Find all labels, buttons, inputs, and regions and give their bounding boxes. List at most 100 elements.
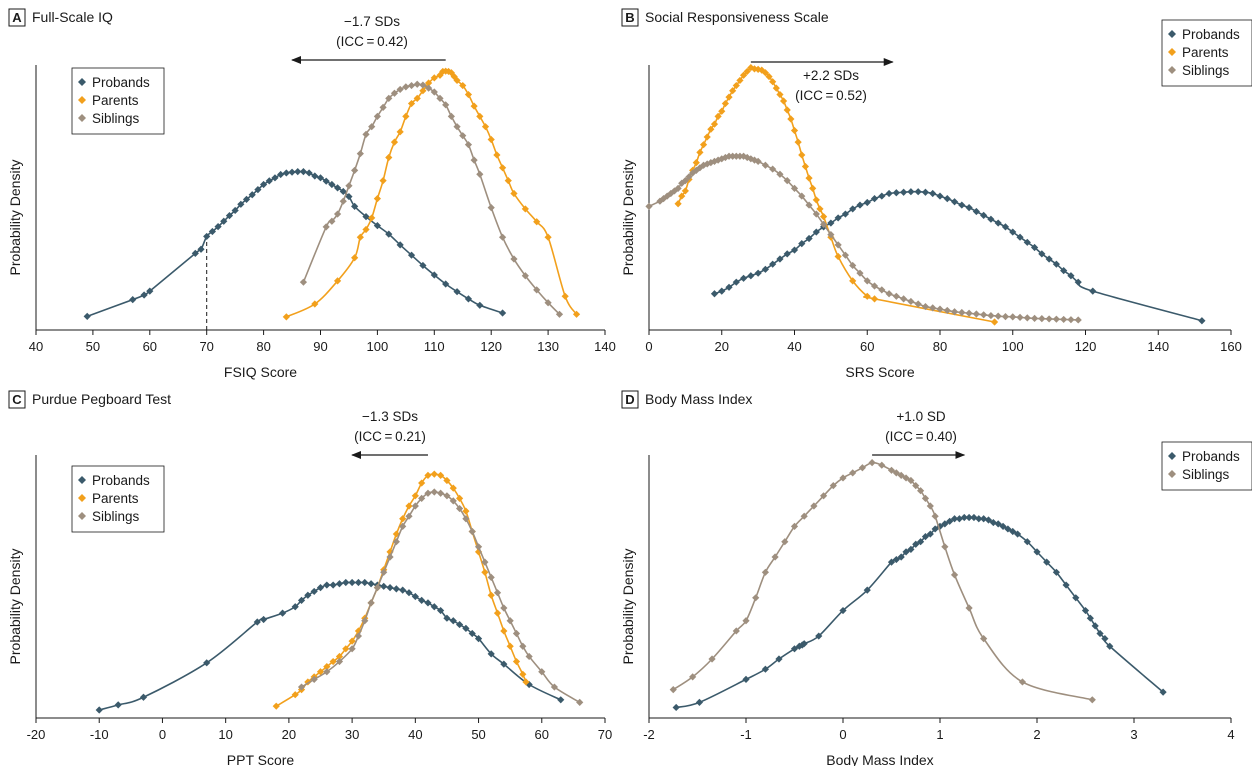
data-point bbox=[839, 474, 847, 482]
data-point bbox=[907, 476, 915, 485]
data-point bbox=[474, 635, 483, 643]
data-point bbox=[354, 578, 363, 587]
x-tick-label: 30 bbox=[345, 727, 359, 742]
legend-marker bbox=[1168, 66, 1176, 74]
data-point bbox=[260, 180, 268, 189]
data-point bbox=[311, 172, 319, 180]
x-tick-label: 60 bbox=[535, 727, 549, 742]
x-tick-label: 40 bbox=[408, 727, 422, 742]
data-point bbox=[407, 251, 416, 259]
data-point bbox=[418, 479, 426, 487]
x-tick-label: 130 bbox=[537, 339, 559, 354]
x-tick-label: 100 bbox=[367, 339, 389, 354]
data-point bbox=[868, 459, 876, 467]
series-probands bbox=[83, 168, 507, 320]
data-point bbox=[678, 179, 686, 187]
data-point bbox=[656, 197, 664, 205]
data-point bbox=[453, 123, 461, 131]
data-point bbox=[449, 484, 457, 492]
data-point bbox=[820, 492, 828, 500]
data-point bbox=[1045, 255, 1053, 263]
data-point bbox=[396, 241, 404, 249]
data-point bbox=[761, 568, 769, 576]
data-point bbox=[710, 157, 719, 165]
data-point bbox=[498, 233, 507, 241]
data-point bbox=[220, 217, 228, 225]
data-point bbox=[146, 287, 154, 295]
data-point bbox=[1088, 696, 1096, 704]
data-point bbox=[323, 581, 331, 589]
panel-letter: A bbox=[12, 10, 22, 25]
data-point bbox=[430, 74, 438, 82]
data-point bbox=[820, 213, 828, 221]
data-point bbox=[902, 548, 910, 556]
data-point bbox=[450, 72, 458, 81]
data-point bbox=[972, 207, 980, 216]
data-point bbox=[411, 502, 419, 510]
data-point bbox=[1067, 316, 1075, 324]
data-point bbox=[500, 660, 508, 668]
data-point bbox=[291, 603, 299, 611]
data-point bbox=[783, 106, 791, 114]
data-point bbox=[1030, 314, 1039, 323]
data-point bbox=[361, 578, 369, 587]
data-point bbox=[437, 606, 445, 615]
legend-box bbox=[71, 465, 165, 533]
data-point bbox=[761, 265, 769, 273]
data-point bbox=[500, 627, 508, 635]
data-point bbox=[462, 624, 470, 632]
data-point bbox=[444, 67, 453, 76]
data-point bbox=[443, 492, 451, 500]
data-point bbox=[669, 686, 677, 694]
data-point bbox=[849, 469, 857, 477]
data-point bbox=[351, 166, 359, 174]
data-point bbox=[512, 629, 521, 638]
data-point bbox=[703, 133, 711, 141]
data-point bbox=[892, 469, 900, 477]
data-point bbox=[356, 233, 364, 241]
data-point bbox=[351, 254, 359, 262]
data-point bbox=[512, 657, 521, 666]
data-point bbox=[498, 309, 507, 317]
x-tick-label: 110 bbox=[424, 339, 445, 354]
data-point bbox=[1023, 538, 1031, 546]
data-point bbox=[519, 642, 527, 650]
data-point bbox=[878, 286, 886, 294]
data-point bbox=[1023, 238, 1031, 246]
data-point bbox=[834, 252, 842, 261]
data-point bbox=[929, 304, 937, 312]
data-point bbox=[754, 269, 762, 277]
data-point bbox=[718, 107, 726, 115]
data-point bbox=[885, 290, 893, 298]
panel-letter-box bbox=[8, 390, 26, 409]
data-point bbox=[1045, 315, 1053, 323]
legend-label: Probands bbox=[92, 473, 150, 488]
data-point bbox=[418, 494, 426, 502]
data-point bbox=[506, 617, 514, 625]
legend: Probands Siblings bbox=[1161, 441, 1252, 491]
data-point bbox=[443, 614, 451, 622]
data-point bbox=[362, 213, 370, 221]
data-point bbox=[790, 522, 799, 530]
data-point bbox=[921, 533, 930, 541]
data-point bbox=[405, 589, 413, 597]
data-point bbox=[342, 578, 350, 587]
data-point bbox=[742, 617, 750, 625]
data-point bbox=[453, 288, 461, 296]
data-point bbox=[931, 512, 939, 520]
data-point bbox=[459, 81, 467, 90]
data-point bbox=[980, 635, 988, 643]
data-point bbox=[510, 255, 518, 263]
series-parents bbox=[272, 470, 530, 710]
data-point bbox=[386, 584, 394, 592]
series-probands bbox=[672, 513, 1167, 712]
data-point bbox=[681, 177, 689, 185]
data-point bbox=[742, 675, 750, 683]
data-point bbox=[333, 184, 342, 192]
data-point bbox=[958, 201, 966, 209]
data-point bbox=[367, 580, 375, 588]
data-point bbox=[544, 233, 552, 241]
data-point bbox=[425, 79, 433, 87]
data-point bbox=[800, 640, 808, 648]
data-point bbox=[810, 502, 818, 510]
